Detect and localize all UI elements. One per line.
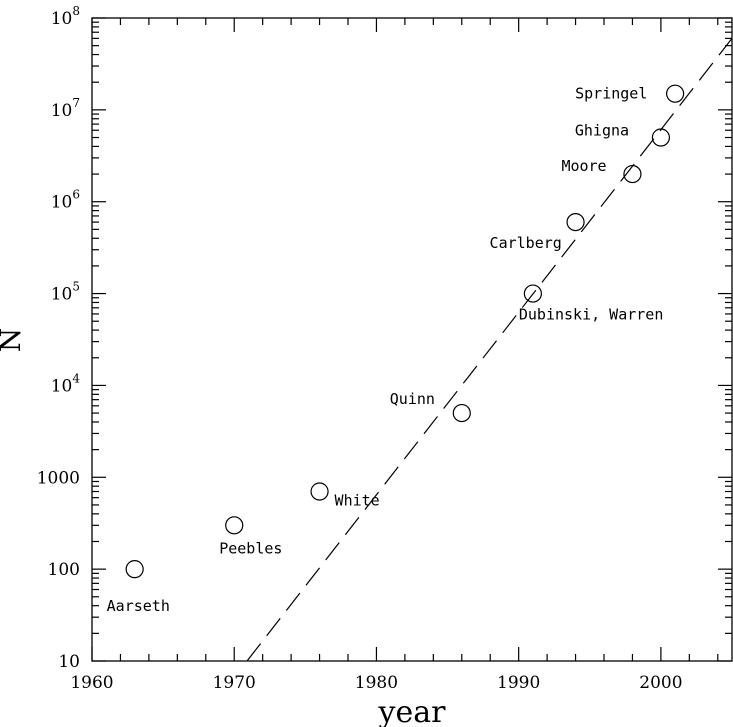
point-label: White	[335, 492, 380, 510]
point-labels: Aarseth Peebles White Quinn Dubinski, Warren…	[107, 85, 664, 615]
y-axis-title: N	[0, 328, 27, 353]
y-tick-label: 107	[51, 96, 80, 121]
point-label: Quinn	[390, 390, 435, 408]
data-point	[666, 84, 685, 103]
x-axis: 1960 1970 1980 1990 2000	[70, 18, 719, 693]
point-label: Aarseth	[107, 597, 170, 615]
data-point	[566, 212, 585, 232]
x-tick-label: 1980	[355, 673, 398, 693]
y-tick-label: 10	[58, 652, 80, 672]
point-label: Ghigna	[575, 122, 629, 140]
x-tick-label: 1990	[497, 673, 540, 693]
data-point	[225, 516, 244, 535]
x-tick-label: 1970	[213, 673, 256, 693]
data-point	[623, 164, 642, 184]
fit-line	[246, 38, 733, 662]
y-tick-label: 106	[51, 188, 80, 213]
data-point	[125, 560, 144, 579]
data-points	[125, 84, 685, 579]
y-tick-label: 108	[51, 4, 80, 29]
point-label: Springel	[575, 85, 647, 103]
data-point	[452, 403, 471, 423]
point-label: Peebles	[219, 539, 282, 557]
point-label: Carlberg	[490, 234, 562, 252]
point-label: Moore	[561, 157, 606, 175]
point-label: Dubinski, Warren	[519, 306, 664, 324]
data-point	[523, 284, 542, 303]
data-point	[310, 482, 329, 501]
y-axis: 10 100 1000 104 105 106 107 108	[37, 4, 732, 672]
y-tick-label: 104	[51, 371, 81, 396]
y-tick-label: 105	[51, 280, 80, 305]
x-tick-label: 2000	[639, 673, 682, 693]
plot-frame	[91, 17, 733, 662]
y-tick-label: 1000	[37, 468, 80, 488]
data-point	[651, 128, 670, 147]
y-tick-label: 100	[48, 560, 80, 580]
x-axis-title: year	[378, 695, 447, 727]
x-tick-label: 1960	[70, 673, 113, 693]
